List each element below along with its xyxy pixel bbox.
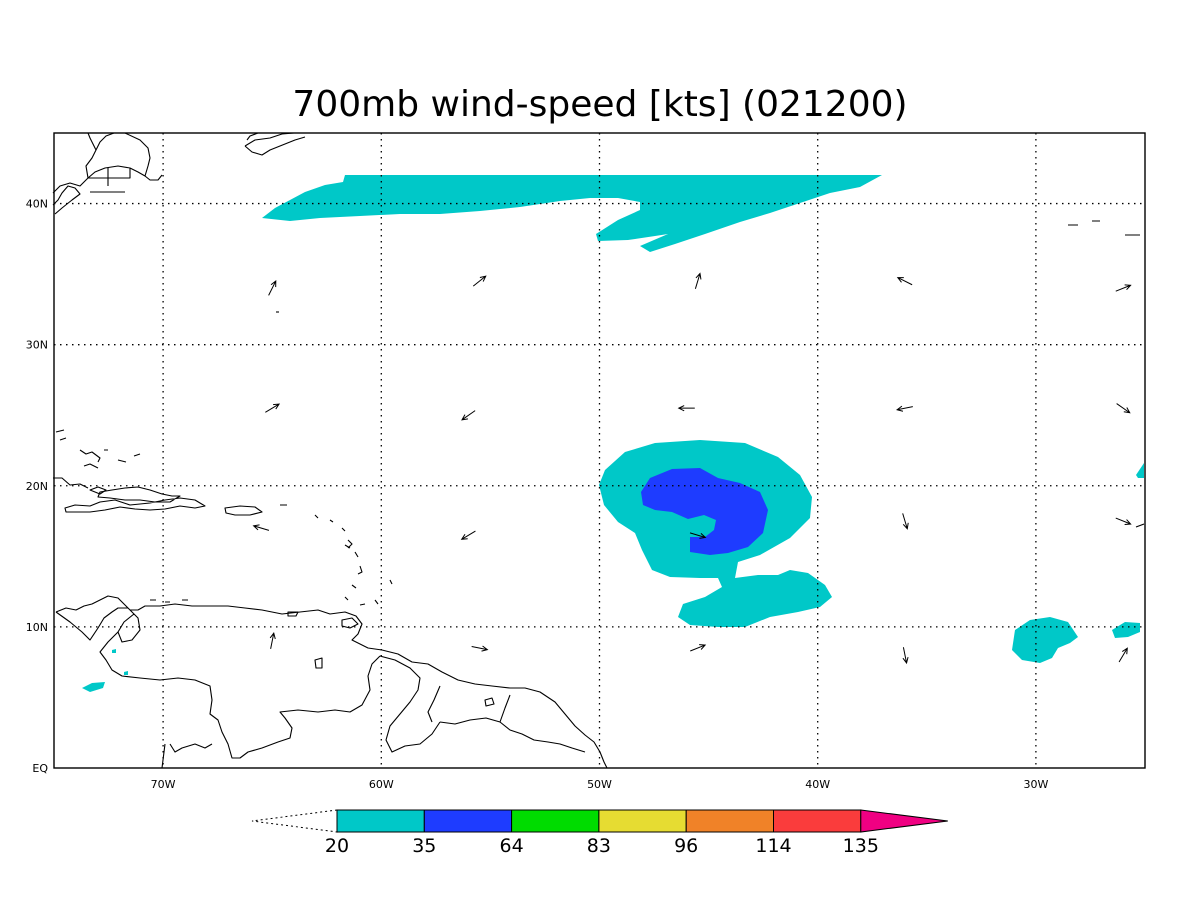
map-title: 700mb wind-speed [kts] (021200) — [292, 84, 907, 125]
colorbar-high-triangle — [860, 809, 948, 833]
coast-venezuela-borders — [99, 631, 586, 769]
y-tick-label: 40N — [26, 198, 48, 211]
wind-vector-arrow — [677, 405, 695, 412]
colorbar-swatch — [773, 809, 862, 833]
colorbar-label: 83 — [587, 835, 611, 857]
wind-vectors — [252, 272, 1132, 665]
coast-jamaica — [89, 486, 107, 495]
y-tick-label: 30N — [26, 339, 48, 352]
wind-vector-arrow — [268, 280, 277, 296]
wind-vector-arrow — [461, 410, 476, 421]
wind-vector-arrow — [471, 645, 489, 652]
wind-vector-arrow — [472, 275, 487, 287]
coast-nova-scotia — [244, 132, 306, 156]
coast-lesser-antilles — [314, 514, 393, 605]
coast-hispaniola — [64, 486, 206, 513]
wind-vector-arrow — [902, 647, 909, 665]
x-tick-label: 50W — [587, 778, 612, 791]
wind-vector-arrow — [269, 632, 276, 649]
colorbar-label: 35 — [412, 835, 436, 857]
colorbar-label: 64 — [500, 835, 524, 857]
wind-vector-arrow — [1118, 647, 1128, 663]
coastlines — [52, 132, 1145, 769]
wind-area-east-2 — [1112, 622, 1140, 638]
wind-area-west-2 — [112, 649, 116, 653]
coast-south-america — [55, 595, 608, 769]
x-tick-label: 60W — [369, 778, 394, 791]
coast-azores — [1068, 220, 1140, 236]
x-tick-label: 70W — [151, 778, 176, 791]
colorbar-swatch — [511, 809, 600, 833]
wind-vector-arrow — [896, 277, 913, 286]
coast-cuba — [53, 449, 101, 489]
wind-vector-arrow — [1115, 517, 1132, 525]
wind-area-west-3 — [124, 671, 128, 675]
x-axis-labels: 70W 60W 50W 40W 30W — [151, 778, 1049, 791]
x-tick-label: 30W — [1023, 778, 1048, 791]
colorbar-label: 20 — [325, 835, 349, 857]
coast-lakes — [314, 657, 495, 707]
colorbar-low-triangle — [251, 809, 338, 833]
y-tick-label: 20N — [26, 480, 48, 493]
map-frame — [53, 132, 1146, 769]
wind-vector-arrow — [1115, 284, 1132, 292]
y-axis-labels: EQ 10N 20N 30N 40N — [26, 198, 49, 775]
colorbar-label: 114 — [755, 835, 791, 857]
wind-vector-arrow — [265, 403, 281, 413]
colorbar-swatch — [423, 809, 513, 833]
wind-area-jet-north — [262, 175, 882, 252]
y-tick-label: 10N — [26, 621, 48, 634]
colorbar-label: 135 — [843, 835, 879, 857]
colorbar-swatch — [336, 809, 425, 833]
x-tick-label: 40W — [805, 778, 830, 791]
colorbar-swatch — [685, 809, 775, 833]
wind-vector-arrow — [694, 272, 702, 289]
wind-vector-arrow — [252, 524, 270, 531]
coast-bahamas — [55, 429, 141, 469]
coast-cape-verde — [1135, 523, 1145, 528]
wind-area-east-1 — [1012, 617, 1078, 663]
wind-vector-arrow — [690, 644, 707, 652]
coast-north-america — [52, 132, 163, 215]
wind-vector-arrow — [896, 405, 913, 412]
wind-area-west-1 — [82, 682, 105, 692]
y-tick-label: EQ — [32, 762, 48, 775]
coast-trinidad — [341, 603, 366, 629]
wind-vector-arrow — [902, 513, 909, 530]
coast-puerto-rico — [224, 504, 287, 516]
colorbar: 20 35 64 83 96 114 135 — [251, 809, 948, 857]
shaded-wind-areas — [82, 175, 1144, 692]
colorbar-label: 96 — [674, 835, 698, 857]
grid-lines — [54, 133, 1145, 768]
wind-vector-arrow — [460, 530, 476, 540]
coast-state-lines — [88, 168, 131, 193]
wind-area-storm-35kt — [641, 468, 768, 555]
wind-vector-arrow — [689, 532, 707, 539]
wind-area-east-3 — [1136, 463, 1144, 478]
coast-islands-abc — [150, 599, 299, 617]
colorbar-swatch — [598, 809, 687, 833]
wind-vector-arrow — [1116, 403, 1131, 414]
